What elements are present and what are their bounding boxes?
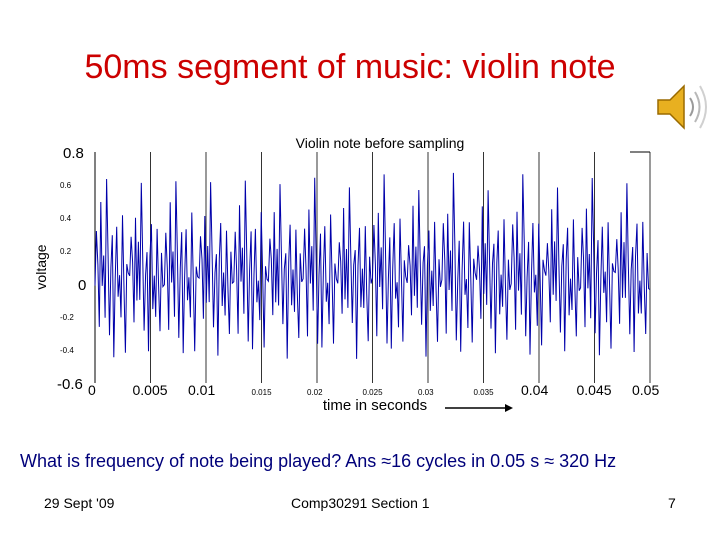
chart-title: Violin note before sampling bbox=[296, 135, 465, 151]
x-tick-label: 0.015 bbox=[252, 388, 273, 397]
x-tick-label: 0.05 bbox=[632, 382, 659, 398]
x-tick-label: 0.03 bbox=[418, 388, 434, 397]
signal-line bbox=[94, 172, 651, 359]
x-tick-label: 0 bbox=[88, 382, 96, 398]
y-axis-label: voltage bbox=[33, 244, 49, 289]
y-tick-label: -0.2 bbox=[60, 313, 74, 322]
slide-title: 50ms segment of music: violin note bbox=[84, 48, 616, 86]
y-tick-label: 0.6 bbox=[60, 181, 72, 190]
x-tick-label: 0.01 bbox=[188, 382, 215, 398]
x-tick-label: 0.035 bbox=[474, 388, 495, 397]
y-tick-label: 0.4 bbox=[60, 214, 72, 223]
x-axis-label: time in seconds bbox=[323, 397, 427, 414]
footer-date: 29 Sept '09 bbox=[44, 495, 115, 511]
y-tick-label: -0.6 bbox=[57, 376, 83, 393]
x-tick-label: 0.005 bbox=[133, 382, 168, 398]
x-tick-label: 0.04 bbox=[521, 382, 548, 398]
page-number: 7 bbox=[668, 495, 676, 511]
x-tick-label: 0.02 bbox=[307, 388, 323, 397]
y-tick-label: -0.4 bbox=[60, 346, 74, 355]
y-tick-label: 0 bbox=[78, 277, 86, 294]
x-tick-label: 0.025 bbox=[363, 388, 384, 397]
footer-course: Comp30291 Section 1 bbox=[291, 495, 430, 511]
x-tick-label: 0.045 bbox=[577, 382, 612, 398]
y-tick-label: 0.2 bbox=[60, 247, 72, 256]
time-arrow-head bbox=[505, 404, 513, 412]
waveform-chart: -0.6 -0.4 -0.2 0 0.2 0.4 0.6 0.8 0 0.005 0.01 0.015… bbox=[33, 135, 659, 414]
question-text: What is frequency of note being played? … bbox=[20, 451, 617, 471]
y-tick-label: 0.8 bbox=[63, 145, 84, 162]
speaker-icon[interactable] bbox=[650, 76, 712, 138]
